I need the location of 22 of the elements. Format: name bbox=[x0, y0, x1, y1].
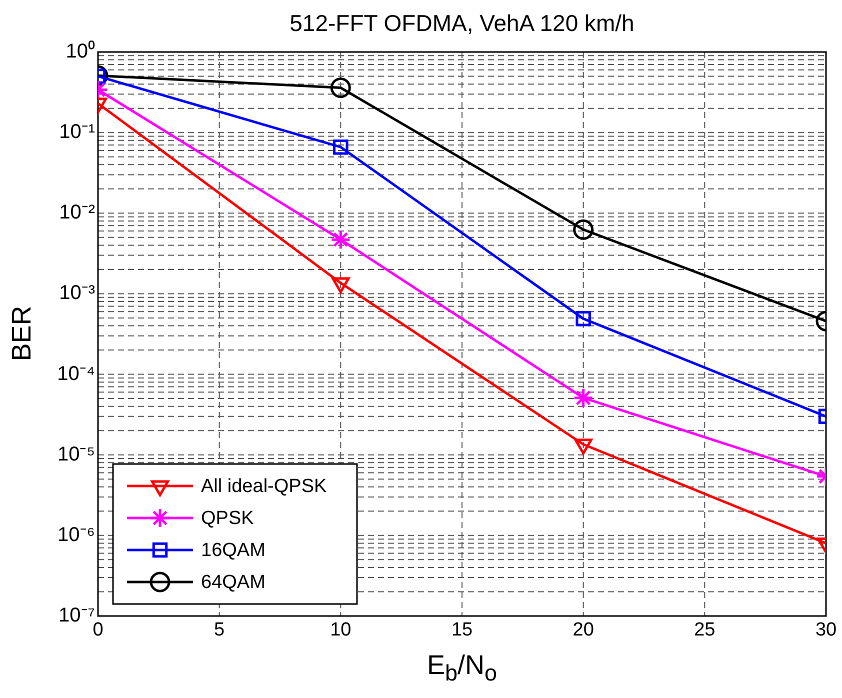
x-tick-label: 5 bbox=[214, 620, 225, 641]
y-tick-label: 10⁻⁶ bbox=[58, 524, 95, 546]
y-tick-label: 10⁻² bbox=[59, 202, 96, 224]
y-tick-label: 10⁻⁴ bbox=[57, 362, 95, 385]
legend-label: QPSK bbox=[201, 508, 254, 530]
chart-title: 512-FFT OFDMA, VehA 120 km/h bbox=[288, 10, 636, 37]
y-tick-label: 10⁻⁷ bbox=[58, 604, 95, 627]
x-axis-title: E$_{b}$/N$_{o}$ bbox=[426, 650, 498, 686]
legend-label: 64QAM bbox=[201, 572, 266, 594]
legend-label: 16QAM bbox=[201, 540, 266, 562]
y-axis-title: BER bbox=[6, 304, 38, 364]
y-tick-label: 10⁰ bbox=[66, 40, 95, 63]
x-tick-label: 20 bbox=[572, 620, 594, 641]
legend-label: All ideal-QPSK bbox=[201, 476, 327, 498]
y-tick-label: 10⁻⁵ bbox=[57, 443, 95, 466]
y-tick-label: 10⁻¹ bbox=[59, 121, 96, 144]
y-tick-label: 10⁻³ bbox=[59, 282, 96, 304]
x-tick-label: 10 bbox=[330, 620, 352, 641]
x-tick-label: 15 bbox=[451, 620, 473, 641]
x-tick-label: 30 bbox=[815, 620, 837, 641]
x-tick-label: 25 bbox=[694, 620, 716, 641]
x-tick-label: 0 bbox=[92, 620, 104, 641]
